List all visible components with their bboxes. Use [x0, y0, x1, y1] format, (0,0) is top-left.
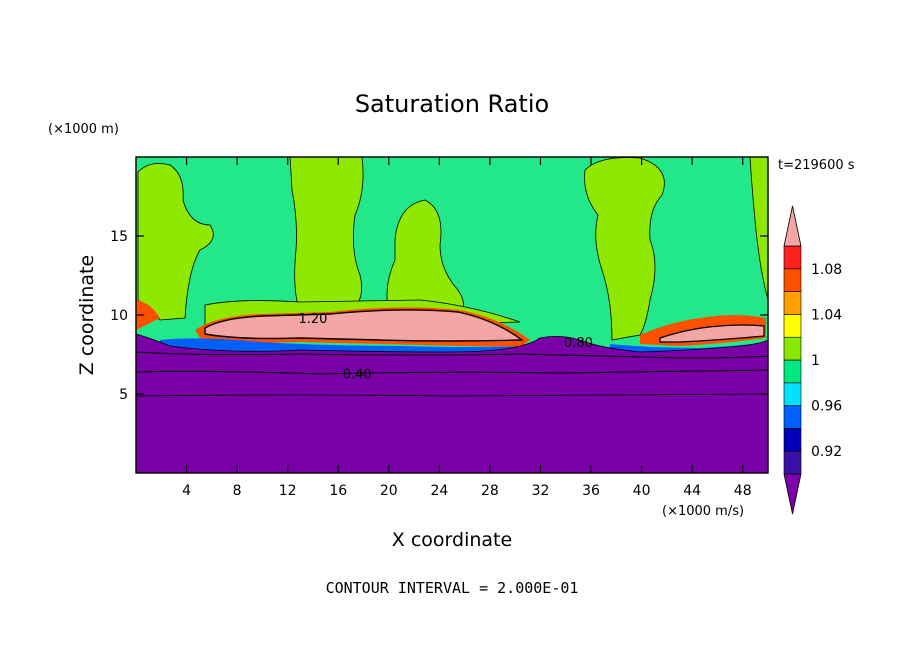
x-unit-label: (×1000 m/s): [662, 504, 744, 519]
x-tick-label: 16: [329, 483, 347, 499]
contour-line: [135, 369, 769, 375]
supersaturated-band: [136, 300, 160, 330]
contour-line: [135, 393, 769, 397]
x-tick-label: 8: [233, 483, 242, 499]
plume-region: [584, 157, 665, 341]
colorbar-segment: [783, 450, 802, 475]
y-tick-label: 15: [110, 229, 128, 245]
plume-region: [289, 156, 364, 313]
supersaturated-region: [659, 324, 765, 343]
colorbar-segment: [783, 268, 802, 292]
time-label: t=219600 s: [778, 158, 855, 173]
colorbar: 0.92 0.96 1 1.04 1.08: [783, 205, 842, 515]
plume-region: [749, 156, 769, 301]
subsaturated-region: [135, 333, 769, 474]
y-axis-title: Z coordinate: [76, 255, 98, 375]
plot-area: [135, 156, 769, 474]
colorbar-segment: [783, 314, 802, 338]
colorbar-segment: [783, 405, 802, 429]
colorbar-max-triangle: [783, 205, 802, 247]
contour-label: 1.20: [298, 312, 327, 327]
colorbar-segment: [783, 359, 802, 384]
y-tick-label: 10: [110, 308, 128, 324]
y-unit-label: (×1000 m): [48, 122, 119, 137]
contour-interval-note: CONTOUR INTERVAL = 2.000E-01: [326, 579, 579, 597]
colorbar-label: 0.92: [811, 444, 842, 460]
chart-title: Saturation Ratio: [355, 90, 549, 118]
colorbar-segment: [783, 336, 802, 361]
contour-labels: 1.20 0.80 0.40: [298, 312, 592, 382]
x-tick-label: 12: [279, 483, 297, 499]
colorbar-label: 1: [811, 353, 820, 369]
colorbar-label: 1.08: [811, 262, 842, 278]
x-tick-label: 20: [380, 483, 398, 499]
colorbar-segment: [783, 245, 802, 270]
y-axis: 5 10 15: [110, 229, 768, 403]
x-axis-title: X coordinate: [392, 529, 512, 551]
x-tick-label: 32: [532, 483, 550, 499]
x-tick-label: 36: [582, 483, 600, 499]
x-axis: 4 8 12 16 20 24 28 32 36 40 44 48: [182, 157, 752, 499]
x-tick-label: 40: [633, 483, 651, 499]
plume-region: [137, 163, 214, 321]
x-tick-label: 24: [430, 483, 448, 499]
colorbar-label: 1.04: [811, 307, 842, 323]
supersaturated-region: [204, 309, 525, 342]
colorbar-label: 0.96: [811, 399, 842, 415]
colorbar-segment: [783, 382, 802, 406]
y-tick-label: 5: [119, 387, 128, 403]
contour-line: [135, 351, 769, 359]
x-tick-label: 28: [481, 483, 499, 499]
x-tick-label: 44: [683, 483, 701, 499]
contour-label: 0.80: [564, 336, 593, 351]
x-tick-label: 4: [182, 483, 191, 499]
colorbar-min-triangle: [783, 473, 802, 515]
x-tick-label: 48: [734, 483, 752, 499]
colorbar-segment: [783, 291, 802, 315]
contour-label: 0.40: [343, 367, 372, 382]
colorbar-segment: [783, 428, 802, 452]
